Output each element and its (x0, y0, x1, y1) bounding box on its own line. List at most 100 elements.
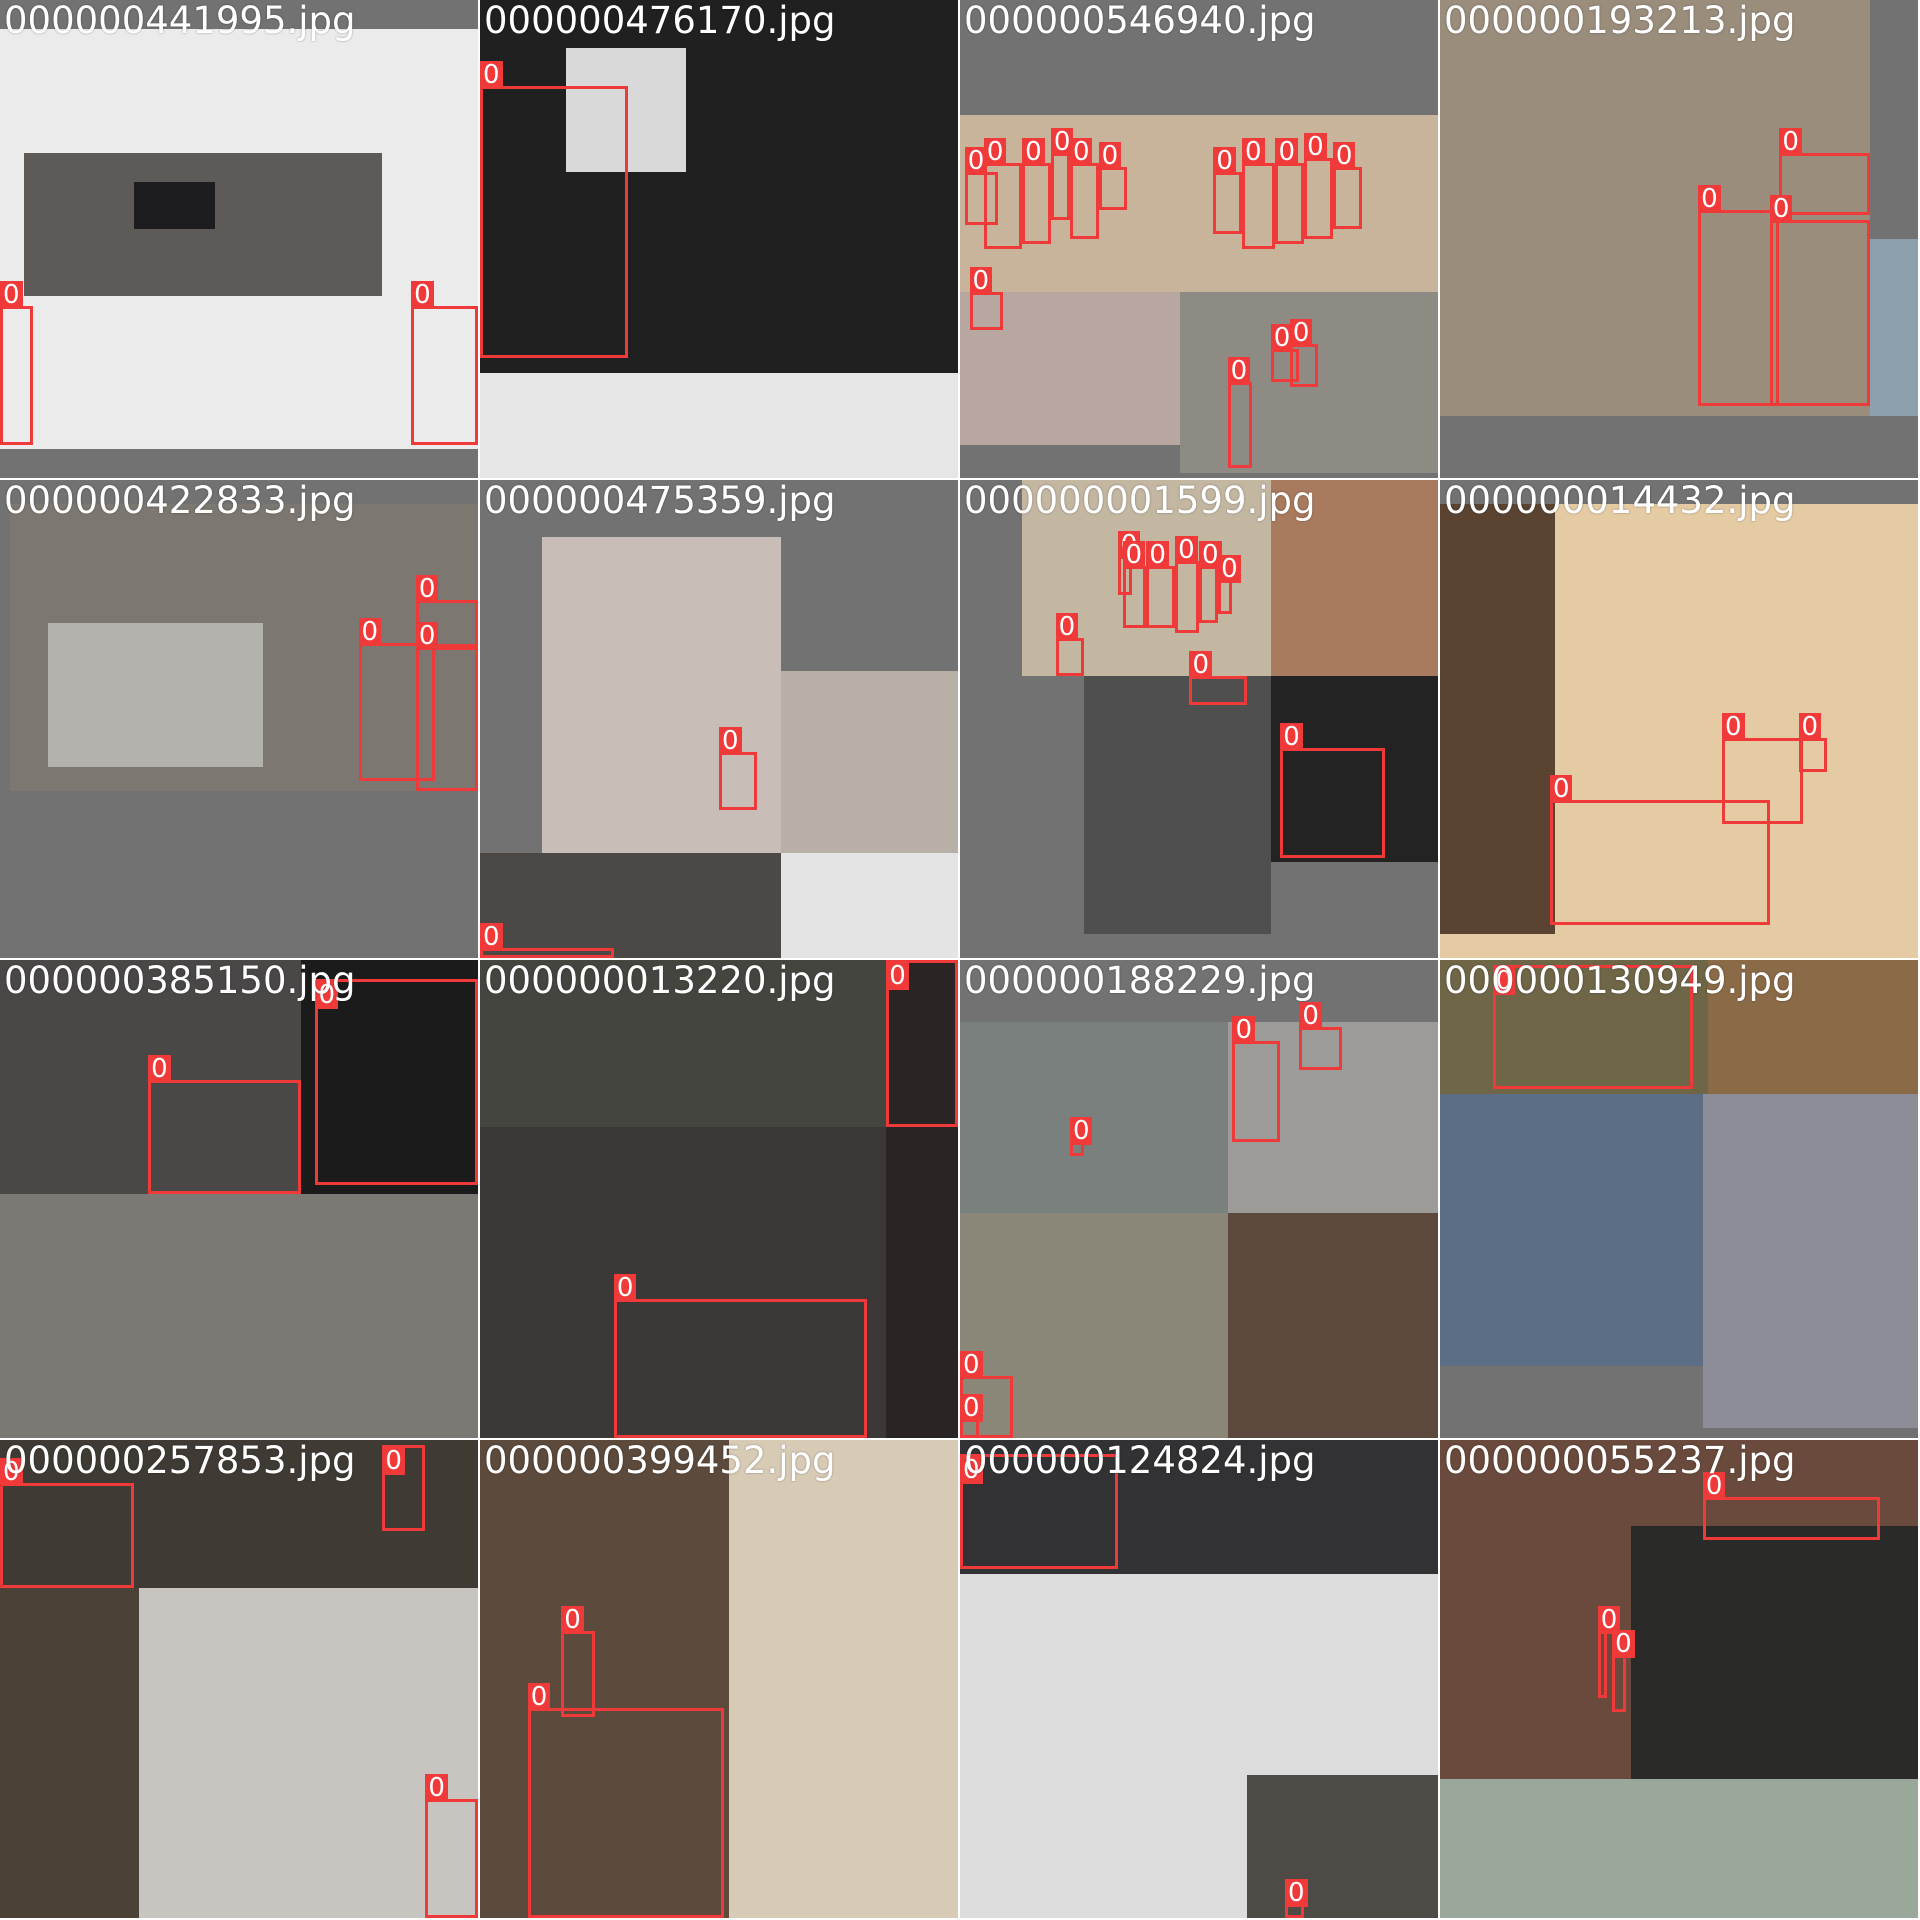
tile-4: 0 0 0 000000422833.jpg (0, 480, 478, 958)
class-label: 0 (1779, 127, 1802, 156)
class-label: 0 (1199, 541, 1222, 570)
detection-box: 0 (1050, 127, 1074, 220)
image-filename: 000000193213.jpg (1444, 0, 1796, 42)
detection-box: 0 (1722, 713, 1804, 825)
class-label: 0 (1289, 319, 1313, 348)
detection-box: 0 (561, 1606, 595, 1718)
detection-box: 0 (1612, 1630, 1635, 1713)
photo-region (1270, 480, 1438, 676)
photo-region (480, 1440, 729, 1918)
class-label: 0 (1597, 1606, 1621, 1635)
tile-15: 0 0 0 000000055237.jpg (1440, 1440, 1918, 1918)
tile-12: 0 0 0 000000257853.jpg (0, 1440, 478, 1918)
detection-box: 0 (1702, 1472, 1880, 1541)
class-label: 0 (148, 1054, 171, 1083)
photo-region (1084, 675, 1271, 935)
photo-region (1440, 415, 1918, 478)
class-label: 0 (1122, 541, 1146, 570)
tile-2: 0 0 0 0 0 0 0 0 0 0 0 0 0 0 0 000000546940.jpg (960, 0, 1438, 478)
class-label: 0 (480, 61, 503, 90)
image-filename: 000000124824.jpg (964, 1440, 1316, 1482)
detection-box: 0 (886, 960, 958, 1128)
class-label: 0 (1769, 194, 1793, 223)
detection-box: 0 (1299, 1001, 1343, 1070)
detection-box: 0 (382, 1444, 426, 1531)
class-label: 0 (411, 280, 434, 309)
photo-region (781, 671, 958, 853)
photo-region (480, 960, 887, 1128)
detection-box: 0 (964, 147, 999, 225)
tile-0: 0 0 000000441995.jpg (0, 0, 478, 478)
detection-box: 0 (148, 1054, 302, 1195)
detection-box: 0 (0, 1458, 134, 1589)
detection-box: 0 (1069, 137, 1099, 239)
class-label: 0 (960, 1456, 983, 1485)
tile-14: 0 0 000000124824.jpg (960, 1440, 1438, 1918)
class-label: 0 (561, 1606, 584, 1635)
detection-box: 0 (425, 1773, 478, 1918)
class-label: 0 (1050, 127, 1074, 156)
detection-box: 0 (983, 137, 1023, 249)
class-label: 0 (480, 923, 503, 952)
class-label: 0 (1213, 147, 1236, 176)
detection-box: 0 (1098, 142, 1128, 211)
class-label: 0 (1098, 142, 1122, 171)
image-filename: 000000014432.jpg (1444, 480, 1796, 522)
class-label: 0 (960, 1393, 983, 1422)
class-label: 0 (969, 266, 993, 295)
detection-box: 0 (1199, 541, 1222, 624)
detection-box: 0 (1213, 147, 1242, 235)
photo-region (886, 960, 958, 1438)
detection-box: 0 (1769, 194, 1871, 407)
class-label: 0 (1798, 713, 1822, 742)
class-label: 0 (315, 981, 339, 1010)
image-filename: 000000399452.jpg (484, 1440, 836, 1482)
detection-box: 0 (1242, 137, 1276, 249)
image-filename: 000000385150.jpg (4, 960, 356, 1002)
image-filename: 000000546940.jpg (964, 0, 1316, 42)
detection-box: 0 (1122, 541, 1147, 629)
class-label: 0 (1242, 137, 1265, 166)
detection-box: 0 (1798, 713, 1828, 772)
class-label: 0 (358, 617, 382, 646)
photo-region (1440, 503, 1555, 935)
detection-box: 0 (1304, 132, 1333, 239)
class-label: 0 (1332, 142, 1356, 171)
class-label: 0 (1285, 1878, 1308, 1907)
image-filename: 000000476170.jpg (484, 0, 836, 42)
detection-box: 0 (1022, 137, 1051, 244)
class-label: 0 (1232, 1016, 1255, 1045)
class-label: 0 (1189, 650, 1212, 679)
tile-10: 0 0 0 0 0 000000188229.jpg (960, 960, 1438, 1438)
detection-box: 0 (1698, 185, 1780, 407)
tile-7: 0 0 0 000000014432.jpg (1440, 480, 1918, 958)
class-label: 0 (719, 727, 742, 756)
class-label: 0 (964, 147, 988, 176)
image-filename: 000000055237.jpg (1444, 1440, 1796, 1482)
detection-box: 0 (1492, 964, 1694, 1090)
photo-region (781, 852, 958, 958)
detection-box: 0 (1779, 127, 1871, 216)
image-filename: 000000001599.jpg (964, 480, 1316, 522)
detection-box: 0 (960, 1393, 983, 1438)
detection-box: 0 (480, 923, 614, 958)
image-filename: 000000188229.jpg (964, 960, 1316, 1002)
detection-box: 0 (1189, 650, 1247, 705)
detection-box: 0 (1146, 541, 1176, 629)
class-label: 0 (886, 962, 909, 990)
class-label: 0 (1304, 132, 1327, 161)
detection-box: 0 (1549, 775, 1770, 925)
detection-box: 0 (1285, 1878, 1308, 1918)
photo-region (1440, 1093, 1703, 1367)
photo-region (138, 1588, 478, 1918)
detection-box: 0 (0, 280, 34, 445)
tile-8: 0 0 000000385150.jpg (0, 960, 478, 1438)
class-label: 0 (1722, 713, 1745, 742)
class-label: 0 (1218, 555, 1241, 584)
photo-region (480, 0, 958, 373)
detection-box: 0 (1289, 319, 1319, 388)
class-label: 0 (1698, 185, 1721, 214)
class-label: 0 (1270, 323, 1294, 352)
class-label: 0 (1227, 357, 1251, 386)
